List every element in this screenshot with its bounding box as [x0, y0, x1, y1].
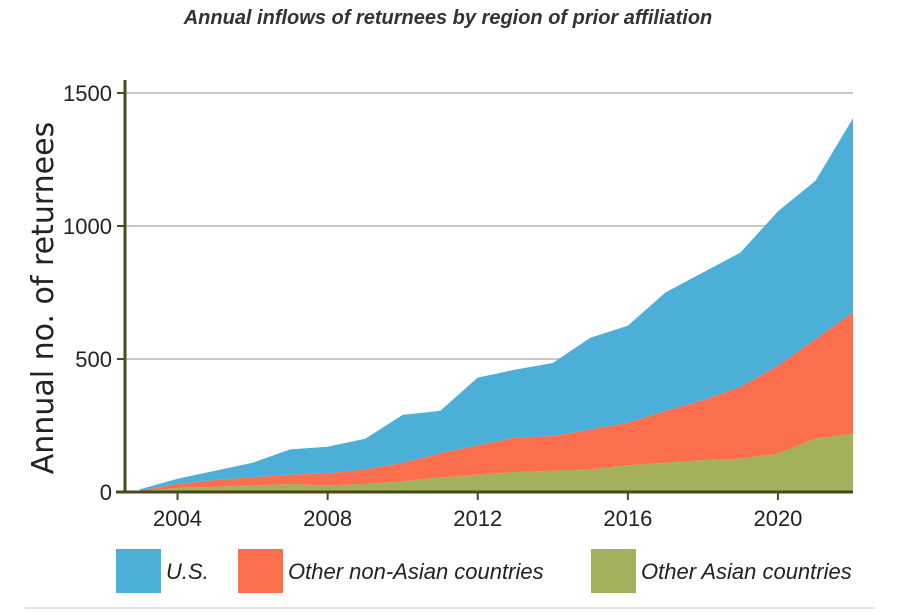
legend-label-other-asian-countries: Other Asian countries: [641, 559, 852, 584]
area-other-non-asian-countries: [140, 312, 853, 492]
area-layer: [140, 118, 853, 492]
y-tick-label-0: 0: [100, 480, 112, 505]
y-ticks: 0 500 1000 1500: [63, 81, 125, 505]
legend-swatch-u-s: [116, 549, 161, 593]
legend-swatch-other-non-asian-countries: [238, 549, 283, 593]
legend-swatch-other-asian-countries: [591, 549, 636, 593]
axes: [116, 80, 853, 494]
x-ticks: 2004 2008 2012 2016 2020: [153, 492, 802, 531]
legend: U.S. Other non-Asian countries Other Asian…: [116, 549, 852, 593]
area-other-asian-countries: [140, 433, 853, 492]
area-u-s: [140, 118, 853, 491]
legend-label-other-non-asian-countries: Other non-Asian countries: [288, 559, 544, 584]
x-tick-label-2004: 2004: [153, 506, 202, 531]
x-tick-label-2020: 2020: [753, 506, 802, 531]
y-tick-label-1500: 1500: [63, 81, 112, 106]
chart-title: Annual inflows of returnees by region of…: [183, 7, 713, 29]
y-tick-label-500: 500: [75, 347, 112, 372]
x-tick-label-2012: 2012: [453, 506, 502, 531]
y-axis-label: Annual no. of returnees: [26, 122, 61, 474]
y-tick-label-1000: 1000: [63, 214, 112, 239]
legend-label-u-s: U.S.: [166, 559, 209, 584]
x-tick-label-2008: 2008: [303, 506, 352, 531]
x-tick-label-2016: 2016: [603, 506, 652, 531]
